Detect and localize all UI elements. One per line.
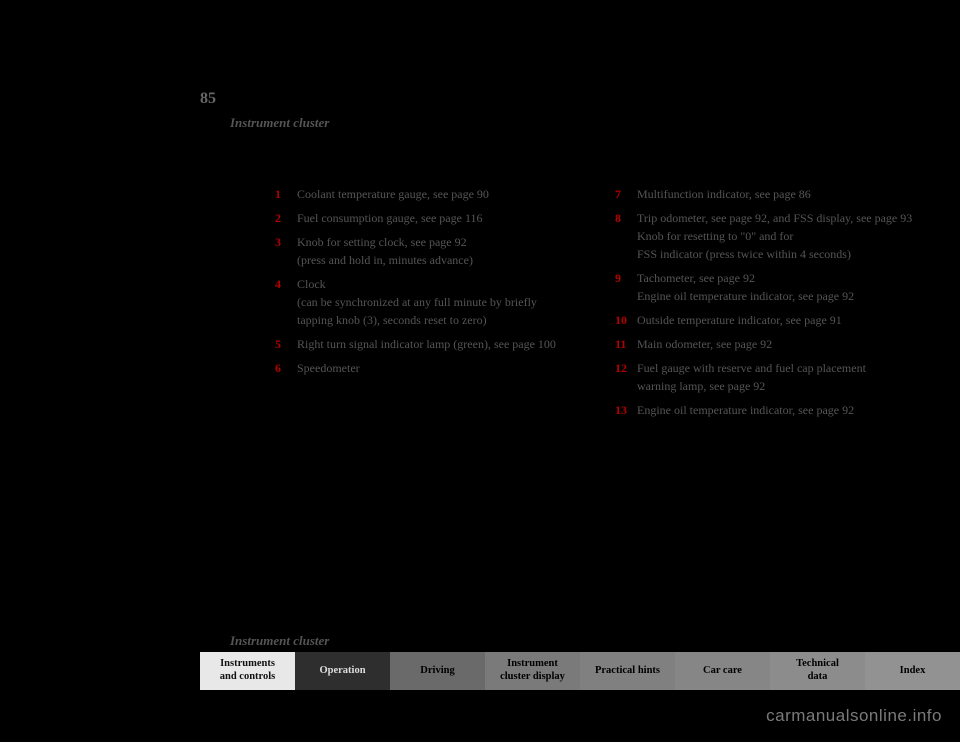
watermark-text: carmanualsonline.info	[766, 706, 942, 726]
entry-label: Fuel gauge with reserve and fuel cap pla…	[637, 359, 915, 395]
entry-number: 13	[615, 401, 637, 419]
entry-row: 1Coolant temperature gauge, see page 90	[275, 185, 575, 203]
entry-number: 7	[615, 185, 637, 203]
entry-label: Coolant temperature gauge, see page 90	[297, 185, 575, 203]
tab-index[interactable]: Index	[865, 652, 960, 690]
entry-label: Right turn signal indicator lamp (green)…	[297, 335, 575, 353]
entry-label: Clock(can be synchronized at any full mi…	[297, 275, 575, 329]
entry-row: 8Trip odometer, see page 92, and FSS dis…	[615, 209, 915, 263]
tab-technical-data[interactable]: Technicaldata	[770, 652, 865, 690]
tab-bar: Instrumentsand controlsOperationDrivingI…	[200, 652, 960, 690]
entry-number: 4	[275, 275, 297, 329]
manual-page: 85 Instrument cluster 1Coolant temperatu…	[100, 40, 860, 650]
tab-car-care[interactable]: Car care	[675, 652, 770, 690]
section-title: Instrument cluster	[230, 115, 329, 131]
entry-number: 9	[615, 269, 637, 305]
page-number: 85	[200, 90, 216, 108]
entry-number: 11	[615, 335, 637, 353]
entry-label: Tachometer, see page 92Engine oil temper…	[637, 269, 915, 305]
content-columns: 1Coolant temperature gauge, see page 902…	[275, 185, 915, 425]
tab-instrument-cluster-display[interactable]: Instrumentcluster display	[485, 652, 580, 690]
entry-label: Main odometer, see page 92	[637, 335, 915, 353]
tab-practical-hints[interactable]: Practical hints	[580, 652, 675, 690]
entry-row: 6Speedometer	[275, 359, 575, 377]
entry-label: Fuel consumption gauge, see page 116	[297, 209, 575, 227]
entry-number: 2	[275, 209, 297, 227]
entry-number: 1	[275, 185, 297, 203]
entry-number: 12	[615, 359, 637, 395]
left-column: 1Coolant temperature gauge, see page 902…	[275, 185, 575, 425]
entry-number: 5	[275, 335, 297, 353]
entry-row: 5Right turn signal indicator lamp (green…	[275, 335, 575, 353]
entry-label: Knob for setting clock, see page 92(pres…	[297, 233, 575, 269]
footer-section-title: Instrument cluster	[230, 633, 329, 649]
tab-operation[interactable]: Operation	[295, 652, 390, 690]
entry-row: 3Knob for setting clock, see page 92(pre…	[275, 233, 575, 269]
tab-driving[interactable]: Driving	[390, 652, 485, 690]
entry-row: 2Fuel consumption gauge, see page 116	[275, 209, 575, 227]
entry-number: 3	[275, 233, 297, 269]
entry-row: 11Main odometer, see page 92	[615, 335, 915, 353]
entry-row: 13Engine oil temperature indicator, see …	[615, 401, 915, 419]
entry-row: 7Multifunction indicator, see page 86	[615, 185, 915, 203]
entry-number: 6	[275, 359, 297, 377]
entry-number: 10	[615, 311, 637, 329]
entry-number: 8	[615, 209, 637, 263]
tab-instruments-and-controls[interactable]: Instrumentsand controls	[200, 652, 295, 690]
entry-label: Trip odometer, see page 92, and FSS disp…	[637, 209, 915, 263]
entry-row: 4Clock(can be synchronized at any full m…	[275, 275, 575, 329]
entry-row: 9Tachometer, see page 92Engine oil tempe…	[615, 269, 915, 305]
right-column: 7Multifunction indicator, see page 868Tr…	[615, 185, 915, 425]
entry-label: Speedometer	[297, 359, 575, 377]
entry-label: Outside temperature indicator, see page …	[637, 311, 915, 329]
entry-label: Engine oil temperature indicator, see pa…	[637, 401, 915, 419]
entry-row: 10Outside temperature indicator, see pag…	[615, 311, 915, 329]
entry-label: Multifunction indicator, see page 86	[637, 185, 915, 203]
entry-row: 12Fuel gauge with reserve and fuel cap p…	[615, 359, 915, 395]
